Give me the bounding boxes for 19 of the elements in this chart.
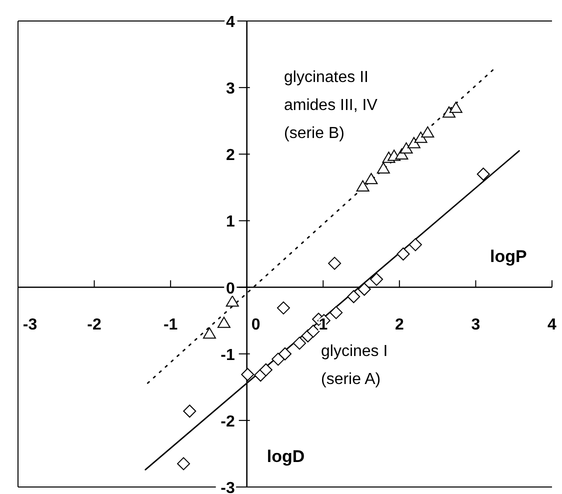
y-axis-title: logD [266, 447, 305, 467]
x-axis-title: logP [490, 247, 527, 268]
x-tick-label: -3 [22, 316, 38, 334]
y-tick-label: -2 [220, 413, 235, 430]
y-tick-label: 3 [226, 80, 235, 98]
x-tick-label: -2 [87, 316, 102, 334]
y-tick-label: 1 [226, 214, 235, 231]
y-tick-label: 4 [226, 14, 235, 31]
x-tick-label: 2 [394, 316, 404, 334]
x-tick-label: -1 [163, 316, 178, 334]
x-tick-label: 0 [251, 316, 260, 334]
y-tick-label: -1 [220, 346, 235, 364]
y-tick-label: 0 [226, 280, 235, 298]
x-tick-label: 3 [471, 316, 480, 334]
series-label: glycines I (serie A) [321, 342, 388, 390]
y-tick-label: -3 [220, 480, 235, 494]
x-tick-label: 4 [548, 316, 557, 334]
series-label: glycinates II amides III, IV (serie B) [284, 68, 378, 144]
y-tick-label: 2 [226, 147, 235, 164]
